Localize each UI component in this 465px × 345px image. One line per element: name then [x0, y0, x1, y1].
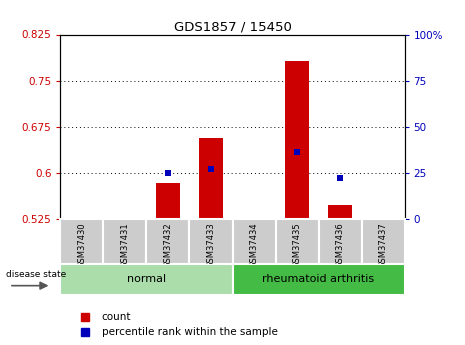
Bar	[199, 138, 223, 219]
Text: rheumatoid arthritis: rheumatoid arthritis	[262, 275, 375, 284]
Text: normal: normal	[127, 275, 166, 284]
Bar	[60, 219, 103, 264]
Bar	[328, 205, 352, 219]
Bar	[156, 184, 180, 219]
Bar	[103, 219, 146, 264]
Text: GSM37430: GSM37430	[78, 222, 86, 268]
Text: GSM37432: GSM37432	[164, 222, 173, 268]
Text: GSM37436: GSM37436	[336, 222, 345, 268]
Bar	[232, 219, 275, 264]
Text: GSM37434: GSM37434	[250, 222, 259, 268]
Bar	[275, 219, 319, 264]
Text: disease state: disease state	[6, 270, 66, 279]
Bar	[146, 219, 190, 264]
Text: count: count	[102, 312, 131, 322]
Text: GSM37437: GSM37437	[379, 222, 387, 268]
Text: GSM37435: GSM37435	[292, 222, 301, 268]
Bar	[362, 219, 405, 264]
Text: GSM37433: GSM37433	[206, 222, 215, 268]
Text: GSM37431: GSM37431	[120, 222, 129, 268]
Text: percentile rank within the sample: percentile rank within the sample	[102, 327, 278, 337]
Bar	[190, 219, 232, 264]
Title: GDS1857 / 15450: GDS1857 / 15450	[173, 20, 292, 33]
Bar	[232, 264, 405, 295]
Bar	[319, 219, 362, 264]
Bar	[60, 264, 232, 295]
Bar	[285, 61, 309, 219]
